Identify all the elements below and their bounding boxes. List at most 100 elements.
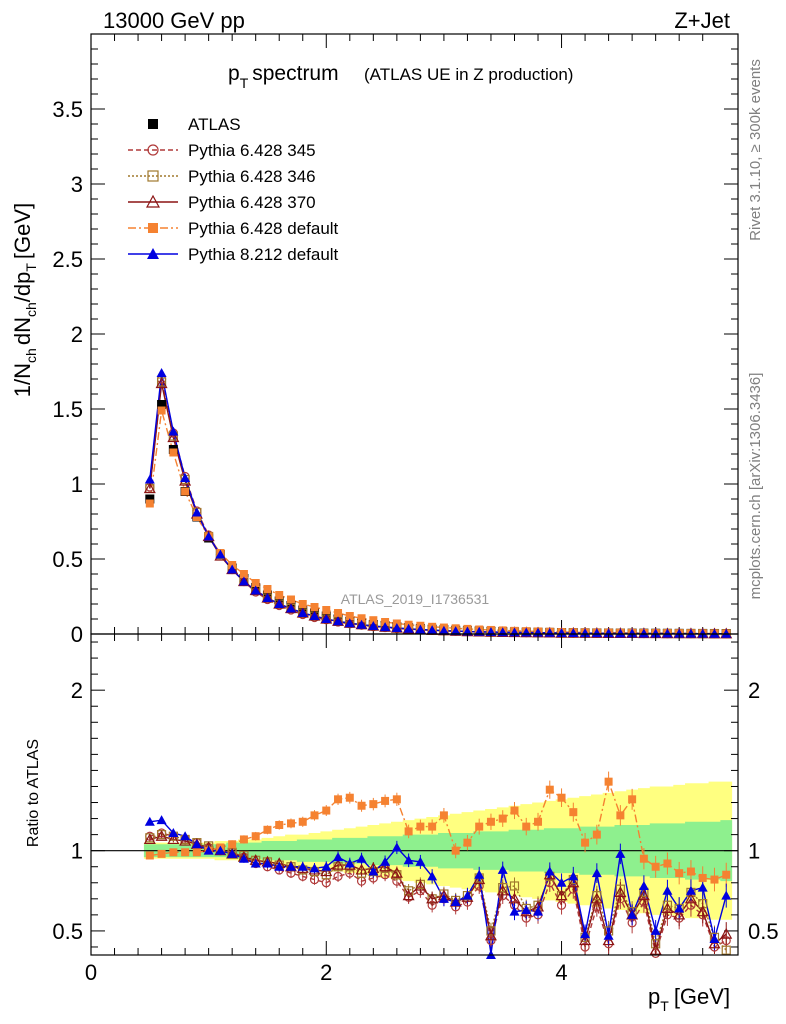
ratio-point-p8def <box>156 815 167 825</box>
main-point-p6def <box>345 612 354 620</box>
main-point-p8def <box>615 628 626 638</box>
ratio-point-p370 <box>143 833 156 845</box>
ratio-point-p8def <box>544 866 555 876</box>
ratio-point-p6def <box>286 819 295 828</box>
ratio-point-p6def <box>581 838 590 847</box>
ratio-point-p370 <box>637 889 650 901</box>
ratio-point-p370 <box>684 892 697 904</box>
ratio-point-p370 <box>649 943 662 955</box>
main-ytick-label-3: 1.5 <box>52 397 83 422</box>
main-point-p6def <box>286 595 295 604</box>
ratio-point-p346 <box>404 886 414 896</box>
ratio-point-p6def <box>345 793 354 802</box>
ratio-point-p370 <box>167 833 180 845</box>
main-point-p8def <box>144 474 155 484</box>
ratio-xtick-label-1: 2 <box>320 960 332 985</box>
ratio-point-p6def <box>698 873 707 882</box>
ratio-point-p370 <box>590 892 603 904</box>
ratio-point-p8def <box>497 864 508 874</box>
main-point-p8def <box>697 628 708 638</box>
ratio-point-p8def <box>274 861 285 871</box>
ratio-point-p370 <box>661 902 674 914</box>
legend-label-atlas: ATLAS <box>188 115 241 134</box>
main-point-p8def <box>203 531 214 541</box>
ratio-point-p370 <box>155 829 168 841</box>
xlabel-unit: [GeV] <box>674 984 730 1009</box>
ratio-point-p6def <box>592 830 601 839</box>
ratio-point-p6def <box>510 806 519 815</box>
ratio-point-p370 <box>614 886 627 898</box>
ratio-point-p346 <box>592 891 602 901</box>
ratio-point-p6def <box>545 785 554 794</box>
ratio-point-p346 <box>662 900 673 910</box>
main-point-p8def <box>403 623 414 633</box>
ratio-point-p6def <box>228 840 237 849</box>
ratio-point-p345 <box>556 900 567 910</box>
ylabel-part-1: 1/N <box>10 363 35 397</box>
main-point-p370 <box>143 482 156 494</box>
ratio-point-p6def <box>239 835 248 844</box>
main-title-p: p <box>228 62 240 85</box>
ratio-point-p346 <box>721 945 731 955</box>
ratio-point-p346 <box>615 884 625 894</box>
legend-label-p346: Pythia 6.428 346 <box>188 167 316 186</box>
main-point-p8def <box>638 628 649 638</box>
ratio-ytick-label-left-1: 1 <box>71 839 83 864</box>
main-point-p8def <box>721 628 732 638</box>
ylabel-part-3: /dp <box>10 272 35 303</box>
main-subtitle: (ATLAS UE in Z production) <box>364 65 573 84</box>
ylabel-sub-ch2: ch <box>23 302 39 317</box>
main-point-p8def <box>580 628 591 638</box>
main-point-p8def <box>344 618 355 628</box>
ratio-point-p8def <box>356 853 367 863</box>
main-ytick-label-5: 2.5 <box>52 247 83 272</box>
ratio-point-p8def <box>180 831 191 841</box>
main-point-p8def <box>356 619 367 629</box>
ratio-point-p6def <box>604 777 613 786</box>
ratio-ytick-label-right-2: 2 <box>748 678 760 703</box>
main-point-p8def <box>227 564 238 574</box>
ratio-point-p6def <box>428 822 437 831</box>
main-title-word: spectrum <box>252 62 338 85</box>
legend-marker-p6def <box>148 223 158 233</box>
main-point-p8def <box>685 628 696 638</box>
main-point-p8def <box>309 611 320 620</box>
ratio-point-p8def <box>168 828 179 838</box>
ratio-ylabel: Ratio to ATLAS <box>25 739 42 847</box>
main-point-p6def <box>169 448 178 457</box>
main-point-p6def <box>251 579 260 587</box>
ratio-point-p6def <box>534 817 543 826</box>
main-point-p8def <box>603 628 614 638</box>
ratio-point-p370 <box>708 937 721 949</box>
ratio-point-p6def <box>475 822 484 831</box>
main-ytick-label-0: 0 <box>71 622 83 647</box>
main-series-markers <box>143 368 733 639</box>
ratio-ytick-label-left-0: 0.5 <box>52 919 83 944</box>
ratio-point-p345 <box>662 910 673 920</box>
ratio-xtick-label-0: 0 <box>85 960 97 985</box>
ratio-point-p370 <box>673 908 686 920</box>
main-point-p8def <box>285 603 296 613</box>
ratio-point-p8def <box>344 858 355 868</box>
main-point-p8def <box>156 368 167 377</box>
main-point-p8def <box>262 593 273 602</box>
ratio-point-p6def <box>404 827 413 836</box>
main-ytick-label-2: 1 <box>71 472 83 497</box>
legend-label-p345: Pythia 6.428 345 <box>188 141 316 160</box>
ratio-point-p346 <box>486 926 496 936</box>
main-point-p8def <box>662 628 673 638</box>
ratio-point-p6def <box>628 795 637 804</box>
legend-marker-atlas <box>148 119 158 129</box>
ratio-point-p370 <box>414 879 427 891</box>
ratio-point-p8def <box>144 816 155 826</box>
ratio-point-p370 <box>320 865 333 877</box>
ratio-point-p8def <box>603 930 614 940</box>
xlabel-sub: T <box>660 998 669 1014</box>
ratio-point-p8def <box>615 848 626 858</box>
main-point-p8def <box>215 549 226 559</box>
ratio-point-p8def <box>203 845 214 855</box>
ylabel-sub-T: T <box>23 263 39 272</box>
main-point-p8def <box>391 623 402 632</box>
ratio-frame <box>90 633 739 956</box>
ratio-point-p8def <box>697 882 708 892</box>
